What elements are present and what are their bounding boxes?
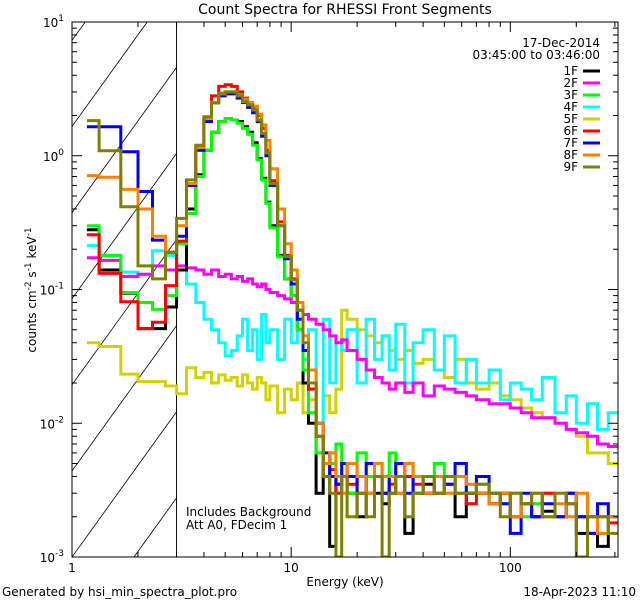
legend-label: 4F xyxy=(563,100,578,114)
hatch-line xyxy=(0,22,23,557)
legend-item-3F: 3F xyxy=(563,88,600,102)
legend-item-2F: 2F xyxy=(563,76,600,90)
hatch-line xyxy=(568,22,640,557)
footer-timestamp: 18-Apr-2023 11:10 xyxy=(523,585,636,599)
legend-label: 2F xyxy=(563,76,578,90)
series-line-2F xyxy=(86,256,618,448)
legend-label: 1F xyxy=(563,64,578,78)
series-line-5F xyxy=(86,308,618,465)
axis-ticks xyxy=(71,21,618,558)
legend-label: 8F xyxy=(563,148,578,162)
series-line-1F xyxy=(86,117,618,548)
hatch-line xyxy=(72,410,177,557)
annotation-date: 17-Dec-2014 xyxy=(522,36,600,50)
legend-item-9F: 9F xyxy=(563,160,600,174)
annotation-attenuator: Att A0, FDecim 1 xyxy=(186,518,287,532)
legend-label: 9F xyxy=(563,160,578,174)
legend-label: 7F xyxy=(563,136,578,150)
hatch-line xyxy=(72,238,177,386)
legend-item-5F: 5F xyxy=(563,112,600,126)
x-tick-label: 100 xyxy=(499,561,522,575)
x-axis-label: Energy (keV) xyxy=(306,575,383,589)
hatch-line xyxy=(72,22,148,128)
y-tick-label: 10-1 xyxy=(40,282,64,298)
tick-labels: 1 10 100 101 100 10-1 10-2 10-3 xyxy=(40,14,522,575)
chart-title: Count Spectra for RHESSI Front Segments xyxy=(198,2,492,18)
hatch-line xyxy=(72,324,177,472)
legend-item-7F: 7F xyxy=(563,136,600,150)
annotation-background: Includes Background xyxy=(186,505,311,519)
series-line-6F xyxy=(86,83,618,535)
footer-generated-by: Generated by hsi_min_spectra_plot.pro xyxy=(2,585,237,599)
hatch-line xyxy=(630,22,640,557)
legend-item-8F: 8F xyxy=(563,148,600,162)
legend-label: 6F xyxy=(563,124,578,138)
series-group xyxy=(86,83,618,557)
legend-item-6F: 6F xyxy=(563,124,600,138)
x-tick-label: 1 xyxy=(68,561,76,575)
y-tick-label: 10-3 xyxy=(40,549,64,565)
x-tick-label: 10 xyxy=(284,561,299,575)
y-axis-label: counts cm-2 s-1 keV-1 xyxy=(24,227,39,352)
legend-label: 5F xyxy=(563,112,578,126)
hatch-line xyxy=(72,66,177,214)
y-tick-label: 10-2 xyxy=(40,415,64,431)
series-line-4F xyxy=(86,244,618,431)
legend-item-1F: 1F xyxy=(563,64,600,78)
hatched-region xyxy=(0,22,640,557)
y-tick-label: 101 xyxy=(43,14,64,30)
annotation-time-range: 03:45:00 to 03:46:00 xyxy=(473,48,600,62)
series-line-9F xyxy=(86,90,618,557)
y-tick-label: 100 xyxy=(43,148,64,164)
legend-item-4F: 4F xyxy=(563,100,600,114)
legend-label: 3F xyxy=(563,88,578,102)
